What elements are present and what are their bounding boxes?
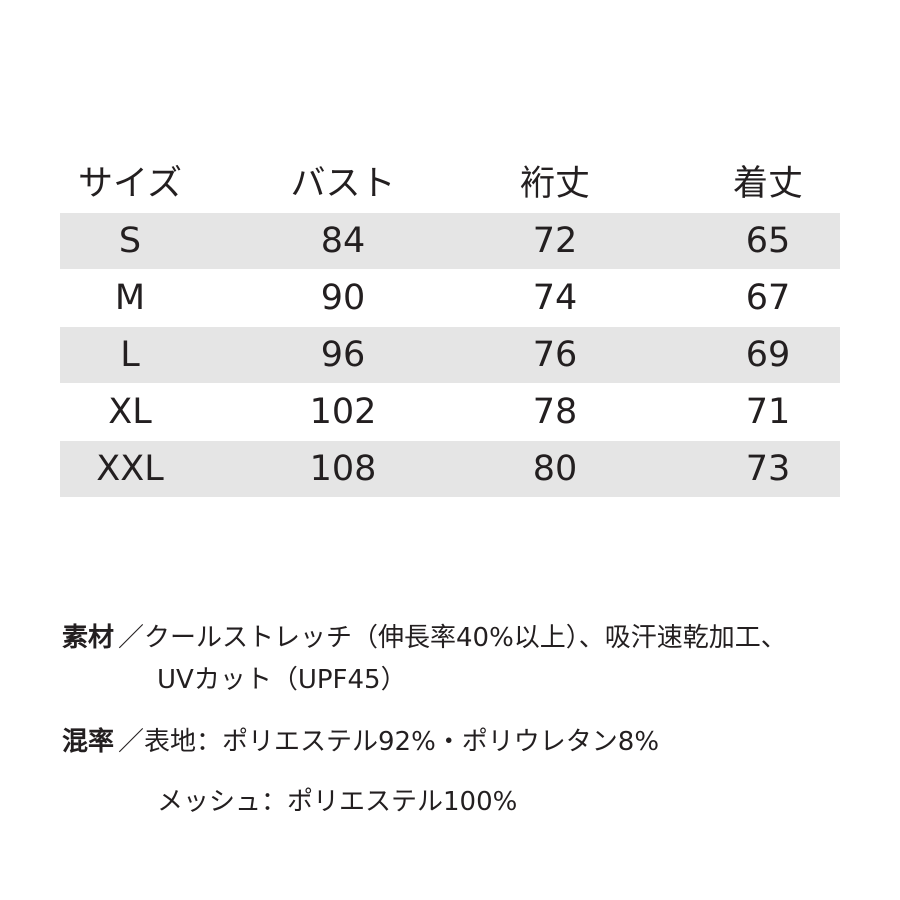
note-text: ／表地：ポリエステル92%・ポリウレタン8%: [118, 727, 660, 757]
table-cell: XXL: [96, 449, 164, 489]
table-cell: 67: [745, 278, 791, 318]
table-cell: 96: [320, 335, 366, 375]
header-cell: バスト: [290, 164, 396, 204]
table-cell: L: [120, 335, 140, 375]
note-label: 混率: [62, 727, 115, 757]
table-cell: S: [118, 221, 142, 261]
table-cell: 65: [745, 221, 791, 261]
table-cell: M: [114, 278, 146, 318]
note-text: UVカット（UPF45）: [157, 665, 407, 695]
table-cell: 90: [320, 278, 366, 318]
note-label: 素材: [62, 623, 115, 653]
table-cell: 78: [532, 392, 578, 432]
table-cell: 84: [320, 221, 366, 261]
table-cell: 71: [745, 392, 791, 432]
table-cell: XL: [108, 392, 152, 432]
row-band: [60, 327, 840, 383]
header-cell: サイズ: [78, 164, 182, 204]
table-cell: 72: [532, 221, 578, 261]
table-cell: 74: [532, 278, 578, 318]
note-text: メッシュ：ポリエステル100%: [157, 787, 518, 817]
table-cell: 108: [309, 449, 377, 489]
row-band: [60, 441, 840, 497]
table-cell: 80: [532, 449, 578, 489]
note-text: ／クールストレッチ（伸長率40%以上）、吸汗速乾加工、: [118, 623, 787, 653]
table-cell: 102: [309, 392, 377, 432]
table-cell: 73: [745, 449, 791, 489]
table-cell: 69: [745, 335, 791, 375]
row-band: [60, 213, 840, 269]
table-cell: 76: [532, 335, 578, 375]
header-cell: 着丈: [732, 164, 803, 204]
header-cell: 裄丈: [519, 164, 590, 204]
